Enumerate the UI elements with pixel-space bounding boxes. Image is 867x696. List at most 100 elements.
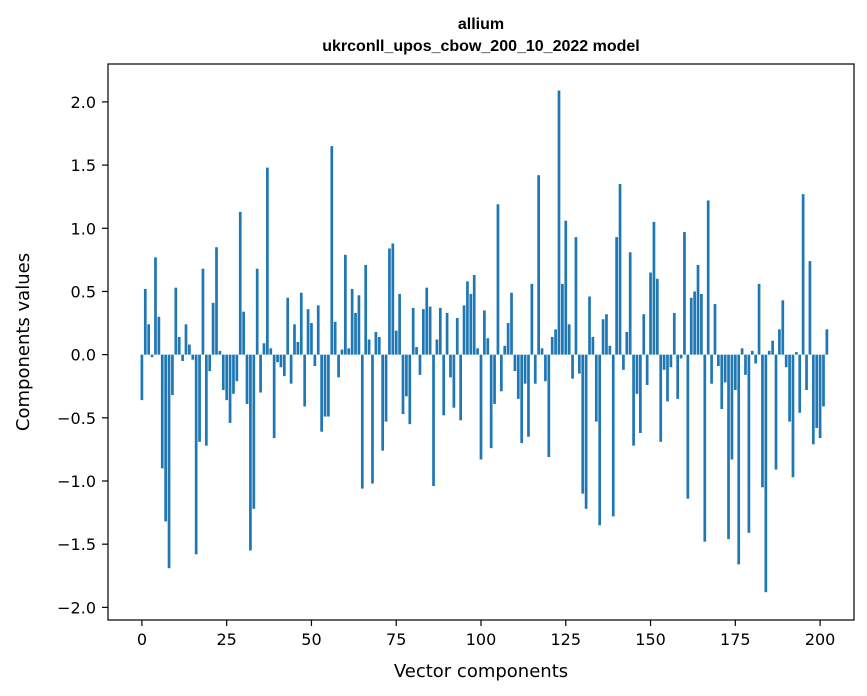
bar-153: [659, 354, 663, 442]
bar-196: [805, 354, 808, 391]
bar-91: [449, 354, 452, 378]
bar-67: [367, 339, 371, 355]
bar-86: [432, 354, 435, 487]
bar-69: [374, 331, 378, 355]
bar-27: [232, 354, 235, 394]
y-tick-label: −0.5: [57, 409, 96, 428]
bar-151: [652, 221, 656, 355]
bar-38: [269, 348, 273, 355]
bar-13: [184, 324, 188, 355]
bar-80: [411, 307, 415, 355]
bar-72: [384, 354, 388, 422]
bar-159: [679, 354, 683, 359]
bar-23: [218, 350, 222, 355]
chart-title: allium: [458, 16, 504, 33]
bar-20: [208, 354, 212, 372]
bar-24: [221, 354, 225, 391]
x-tick-label: 100: [466, 630, 497, 649]
bar-26: [228, 354, 232, 423]
bar-193: [795, 352, 798, 355]
bar-2: [147, 324, 151, 355]
y-axis-ticks: −2.0 −1.5 −1.0 −0.5 0.0 0.5 1.0 1.5 2.0: [57, 93, 108, 617]
bar-0: [140, 354, 144, 401]
bar-58: [337, 354, 340, 378]
bar-82: [418, 354, 422, 375]
bar-187: [774, 354, 778, 470]
bar-93: [455, 317, 459, 355]
bar-28: [235, 354, 239, 382]
bar-195: [801, 194, 805, 355]
bar-192: [791, 354, 795, 478]
bar-135: [598, 354, 602, 526]
bar-180: [750, 350, 754, 355]
bar-84: [425, 287, 429, 355]
bar-140: [615, 237, 618, 355]
bar-129: [577, 354, 581, 374]
y-axis-label: Components values: [13, 253, 34, 431]
x-tick-label: 50: [301, 630, 321, 649]
bar-155: [666, 354, 669, 402]
y-tick-label: 1.5: [71, 156, 96, 175]
bar-133: [591, 336, 595, 355]
bar-154: [662, 354, 666, 370]
bar-199: [815, 354, 819, 428]
bar-189: [781, 300, 785, 355]
bar-114: [527, 354, 530, 437]
bar-188: [778, 329, 781, 355]
bar-136: [601, 319, 605, 355]
bar-61: [347, 348, 351, 355]
bar-9: [171, 354, 174, 396]
bar-186: [771, 340, 774, 355]
bar-21: [211, 302, 215, 355]
bar-104: [493, 354, 496, 404]
bar-162: [689, 297, 693, 355]
x-tick-label: 125: [550, 630, 581, 649]
bar-112: [520, 354, 524, 444]
bar-123: [557, 90, 561, 355]
bar-90: [445, 312, 449, 355]
bar-143: [625, 331, 629, 355]
bar-141: [618, 184, 622, 355]
bar-5: [157, 316, 161, 355]
bar-165: [700, 293, 703, 355]
bar-75: [394, 330, 398, 355]
bar-202: [825, 329, 829, 355]
bar-31: [245, 354, 249, 404]
bar-179: [747, 354, 751, 533]
bar-99: [476, 348, 479, 355]
bar-150: [649, 272, 652, 355]
x-tick-label: 150: [635, 630, 666, 649]
bar-191: [788, 354, 791, 422]
bar-184: [764, 354, 768, 593]
y-tick-label: 2.0: [71, 93, 96, 112]
bar-147: [639, 354, 642, 433]
bar-168: [710, 354, 713, 384]
bar-132: [588, 296, 591, 355]
bar-194: [798, 354, 802, 413]
bar-37: [266, 167, 269, 355]
bar-88: [438, 307, 442, 355]
bar-137: [605, 314, 608, 355]
bar-50: [310, 323, 313, 355]
y-tick-label: −1.0: [57, 472, 96, 491]
bar-68: [371, 354, 374, 484]
bar-54: [323, 354, 327, 417]
bar-51: [313, 354, 317, 367]
bar-131: [584, 354, 588, 509]
bar-83: [422, 309, 425, 355]
bar-164: [696, 264, 700, 355]
bar-197: [808, 261, 812, 355]
bar-6: [160, 354, 164, 469]
bar-64: [357, 295, 361, 355]
bar-74: [391, 243, 395, 355]
bar-127: [571, 354, 574, 379]
bar-47: [299, 292, 303, 355]
bar-181: [754, 354, 758, 364]
bar-49: [306, 309, 310, 355]
bar-109: [510, 292, 513, 355]
x-axis-label: Vector components: [394, 661, 568, 682]
bar-39: [272, 354, 276, 439]
bar-87: [435, 339, 439, 355]
bar-95: [462, 305, 466, 355]
bar-63: [354, 312, 357, 355]
